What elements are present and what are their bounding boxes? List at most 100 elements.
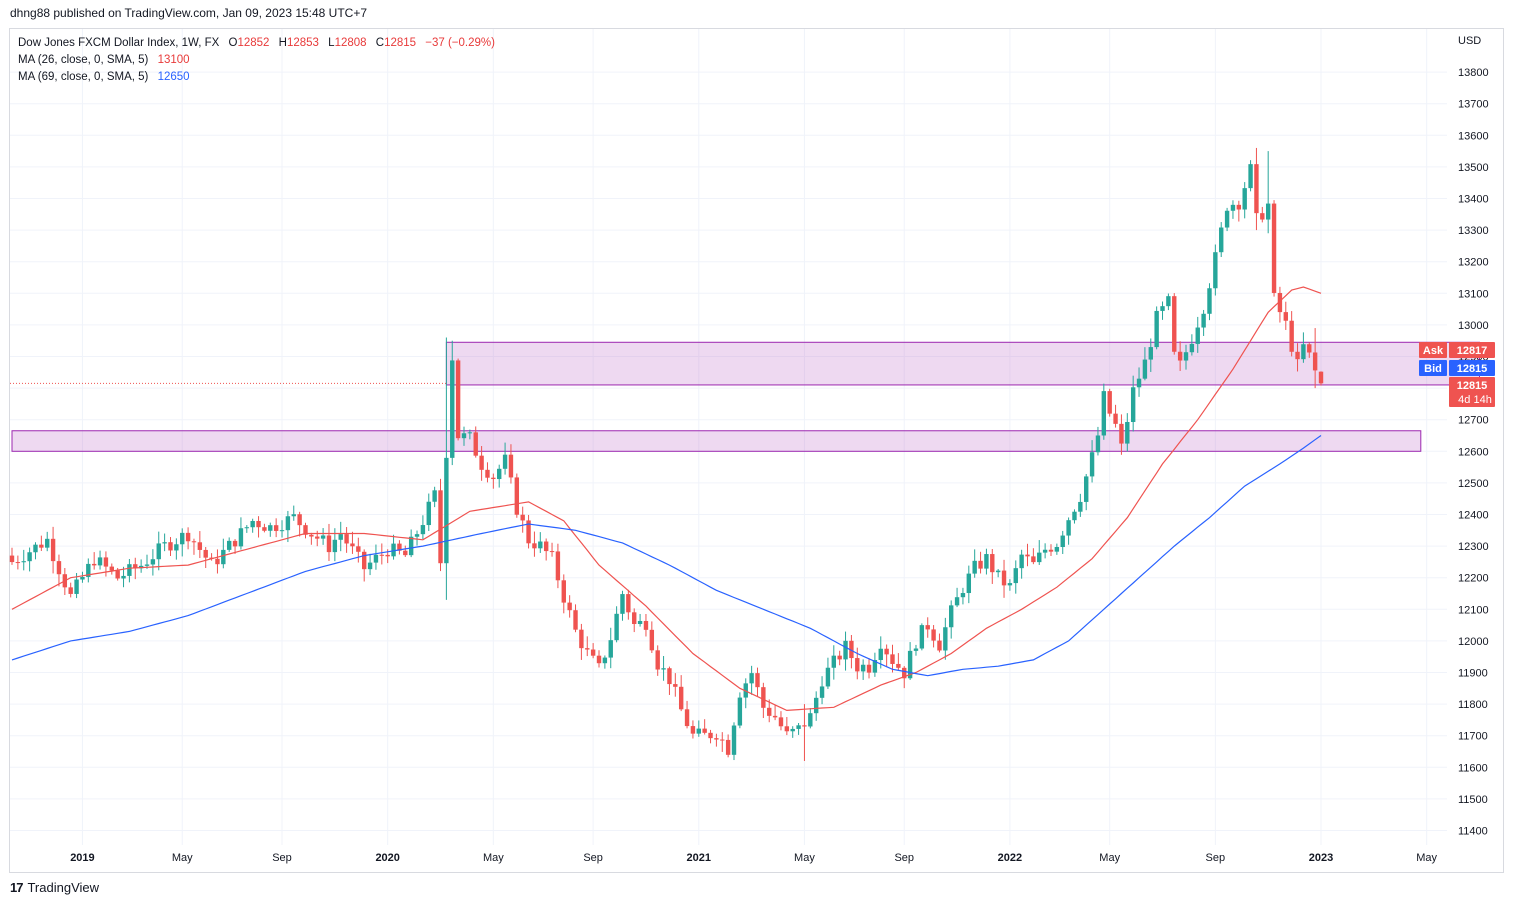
candle-up [285,516,291,531]
bid-value-bg [1449,360,1495,376]
ma69-value: 12650 [157,71,190,83]
tradingview-logo[interactable]: 17 TradingView [10,880,99,895]
y-tick-label: 12300 [1458,541,1489,553]
candle-up [813,697,819,714]
y-tick-label: 12500 [1458,478,1489,490]
candle-up [1013,568,1018,584]
ma26-line [11,286,1322,712]
candle-down [473,432,478,456]
candle-down [479,455,484,470]
candle-down [573,610,578,630]
candle-down [438,490,443,564]
candle-up [790,728,795,732]
time-axis: 2019 May Sep 2020 May Sep 2021 May Sep 2022 May Sep… [70,852,1437,864]
candle-down [39,544,44,548]
change-value: −37 (−0.29%) [425,37,495,49]
candle-up [913,648,919,651]
candle-down [526,520,531,544]
candle-down [133,564,138,569]
x-tick-label: 2021 [687,852,711,864]
candle-up [121,575,126,579]
candle-down [1119,423,1124,444]
candle-down [191,541,197,543]
y-tick-label: 13800 [1458,67,1489,79]
candle-up [796,725,801,729]
candle-up [1037,552,1042,563]
candle-up [749,673,754,684]
candle-up [461,433,467,439]
candle-down [455,360,461,439]
x-tick-label: 2022 [998,852,1022,864]
candle-down [91,563,97,566]
candle-down [549,551,555,553]
y-tick-label: 12200 [1458,573,1489,585]
candle-up [949,605,954,628]
ask-value: 12817 [1457,345,1488,357]
candle-up [1078,501,1083,512]
chart-zones [10,341,1480,452]
y-tick-label: 11900 [1458,668,1488,680]
candle-up [426,501,431,526]
candle-up [180,532,185,545]
candle-up [414,534,420,537]
x-tick-label: Sep [583,852,603,864]
upper-resistance-zone [445,341,1480,386]
candle-down [520,514,525,521]
candle-up [1042,549,1048,553]
price-labels: Ask 12817 Bid 12815 12815 4d 14h [1419,342,1495,407]
ma26-row: MA (26, close, 0, SMA, 5) 13100 [18,52,495,69]
candle-down [197,542,203,550]
candle-down [755,673,760,688]
x-tick-label: May [172,852,193,864]
candle-up [1125,421,1130,444]
candle-up [1089,452,1095,477]
ma26-value: 13100 [157,54,190,66]
candle-down [784,726,790,732]
candle-up [860,664,866,672]
candle-down [1001,570,1007,586]
candle-down [1048,549,1054,552]
candle-up [1213,252,1218,289]
y-tick-label: 11500 [1458,794,1488,806]
chart-legend: Dow Jones FXCM Dollar Index, 1W, FX O128… [18,35,495,86]
candle-up [291,514,296,517]
candle-up [74,579,79,594]
candle-down [567,602,572,611]
candle-down [902,667,907,679]
candle-down [403,550,408,556]
candle-up [1265,203,1271,220]
candle-up [614,613,619,641]
lower-support-zone [11,430,1422,452]
candle-down [778,717,784,727]
candle-up [919,625,925,649]
x-tick-label: 2023 [1309,852,1333,864]
candle-up [221,549,226,565]
candle-up [332,539,338,553]
candle-down [1307,344,1312,353]
currency-label: USD [1458,35,1482,47]
candle-up [502,454,508,469]
candle-down [273,525,279,531]
open-value: 12852 [237,37,270,49]
candle-up [943,627,948,651]
high-value: 12853 [286,37,319,49]
x-tick-label: 2020 [375,852,399,864]
close-value: 12815 [384,37,417,49]
candle-up [432,490,437,502]
candle-down [884,648,889,655]
tradingview-brand: TradingView [27,880,100,895]
y-tick-label: 12600 [1458,446,1489,458]
candle-up [86,563,91,577]
candle-down [103,557,109,567]
candle-down [514,477,520,515]
candle-up [1019,554,1024,569]
candle-up [1166,296,1171,307]
candle-up [467,432,473,434]
candle-up [1183,352,1189,361]
candle-down [68,587,73,594]
candle-down [561,580,566,603]
x-tick-label: 2019 [70,852,94,864]
candle-up [144,564,150,566]
candle-up [45,538,50,548]
